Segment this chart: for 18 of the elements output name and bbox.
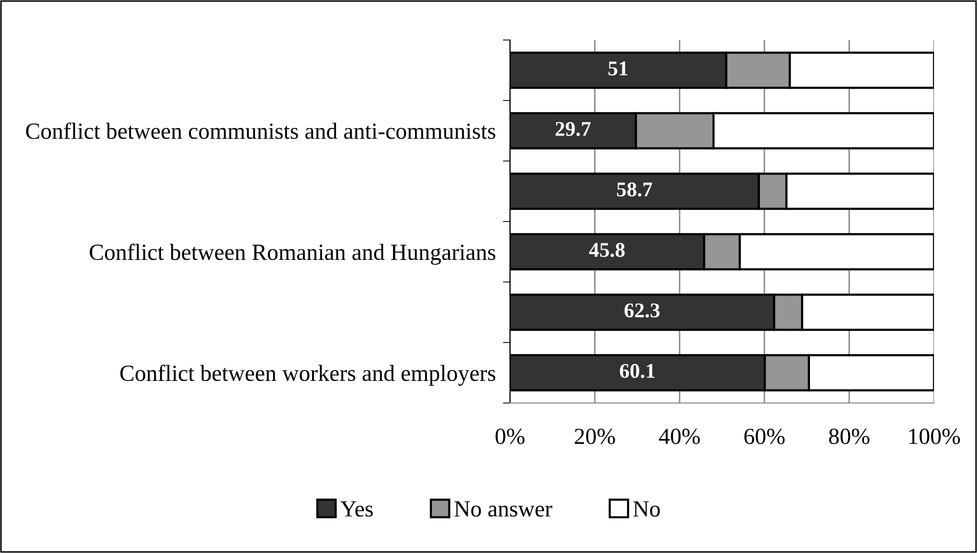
x-tick-label: 20% [574,428,616,444]
y-tick-label: Conflict between workers and employers [120,364,496,386]
x-tick-label: 40% [659,428,700,444]
legend-label: No answer [454,501,552,517]
data-label: 62.3 [624,303,660,318]
data-label: 51 [608,62,628,76]
data-label: 45.8 [589,242,625,258]
x-tick-label: 80% [829,428,870,444]
data-label: 60.1 [620,364,655,378]
y-tick-label: Conflict between communists and anti-communists [26,122,496,139]
legend-label: Yes [340,501,373,517]
y-tick-label: Conflict between Romanian and Hungarians [90,244,496,265]
x-tick-label: 0% [496,428,524,444]
legend-label: No [633,501,660,517]
x-tick-label: 60% [744,428,785,444]
x-tick-label: 100% [909,428,960,444]
data-label: 58.7 [617,182,652,197]
data-label: 29.7 [556,122,591,136]
